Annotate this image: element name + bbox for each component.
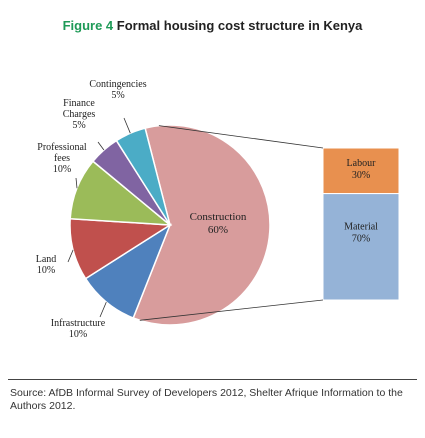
bar-label-material: Material [344, 222, 378, 233]
bar-value-labour: 30% [352, 170, 370, 181]
pie-value-professional-fees: 10% [53, 164, 71, 175]
figure-title: Figure 4 Formal housing cost structure i… [0, 18, 425, 33]
leader-line-professional-fees [75, 177, 78, 189]
leader-line-infrastructure [99, 301, 107, 318]
pie-label-professional-fees-line2: fees [54, 153, 70, 164]
pie-label-land: Land [36, 254, 57, 265]
pie-value-construction: 60% [208, 224, 228, 236]
pie-value-infrastructure: 10% [69, 329, 87, 340]
pie-slice-construction [132, 124, 271, 326]
connector-line-bottom [139, 299, 324, 321]
pie-label-finance-charges-line1: Finance [63, 98, 95, 109]
connector-line-top [158, 125, 324, 149]
pie-label-professional-fees-line1: Professional [37, 142, 87, 153]
pie-label-contingencies: Contingencies [89, 79, 146, 90]
pie-label-construction: Construction [190, 211, 247, 223]
leader-line-finance-charges [97, 141, 105, 151]
bar-segment-material [322, 193, 400, 301]
pie-slice-contingencies [115, 127, 171, 226]
leader-line-contingencies [123, 117, 131, 134]
figure-title-text: Formal housing cost structure in Kenya [116, 18, 363, 33]
source-divider [8, 379, 417, 380]
pie-value-finance-charges: 5% [72, 120, 85, 131]
leader-line-land [67, 249, 74, 263]
source-note: Source: AfDB Informal Survey of Develope… [10, 387, 403, 412]
bar-segment-labour [322, 147, 400, 195]
pie-value-land: 10% [37, 265, 55, 276]
bar-label-labour: Labour [347, 158, 377, 169]
pie-label-finance-charges-line2: Charges [63, 109, 96, 120]
pie-value-contingencies: 5% [111, 90, 124, 101]
figure-number: Figure 4 [62, 18, 114, 33]
pie-label-infrastructure: Infrastructure [51, 318, 106, 329]
bar-value-material: 70% [352, 234, 370, 245]
